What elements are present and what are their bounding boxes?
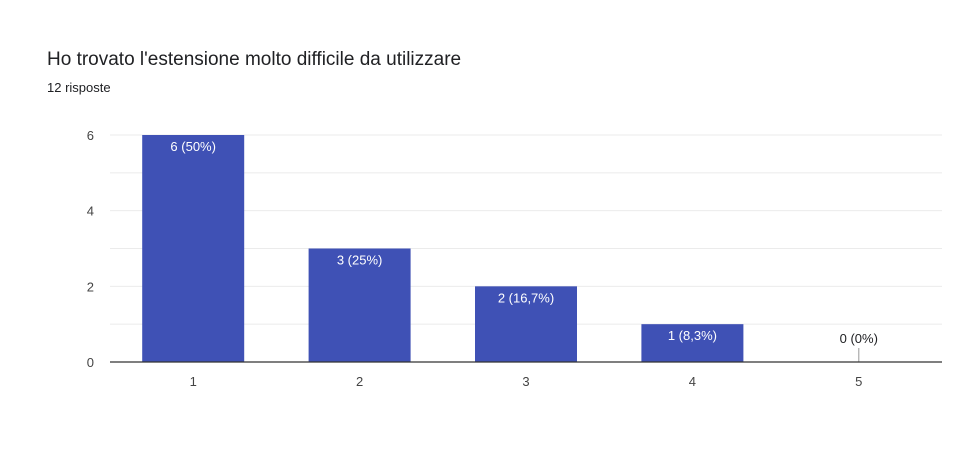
y-tick-label: 2	[87, 279, 94, 294]
bars	[142, 135, 860, 362]
bar	[308, 248, 411, 362]
response-count: 12 risposte	[47, 80, 111, 95]
bar	[475, 286, 577, 362]
x-tick-label: 2	[356, 374, 363, 389]
x-tick-label: 3	[522, 374, 529, 389]
x-tick-label: 4	[689, 374, 696, 389]
bar-data-label: 6 (50%)	[170, 139, 216, 154]
bar-data-label: 0 (0%)	[840, 331, 878, 346]
labels: 6 (50%) 3 (25%) 2 (16,7%) 1 (8,3%) 0 (0%)	[170, 139, 878, 346]
chart-title: Ho trovato l'estensione molto difficile …	[47, 49, 462, 70]
bar-data-label: 3 (25%)	[337, 253, 383, 268]
axes: 0 2 4 6 1 2 3 4 5	[87, 128, 942, 389]
bar	[142, 135, 245, 362]
y-tick-label: 6	[87, 128, 94, 143]
y-tick-label: 4	[87, 204, 94, 219]
bar	[641, 324, 744, 362]
bar-data-label: 2 (16,7%)	[498, 290, 554, 305]
x-tick-label: 5	[855, 374, 862, 389]
y-tick-label: 0	[87, 355, 94, 370]
x-tick-label: 1	[190, 374, 197, 389]
bar-data-label: 1 (8,3%)	[668, 328, 717, 343]
